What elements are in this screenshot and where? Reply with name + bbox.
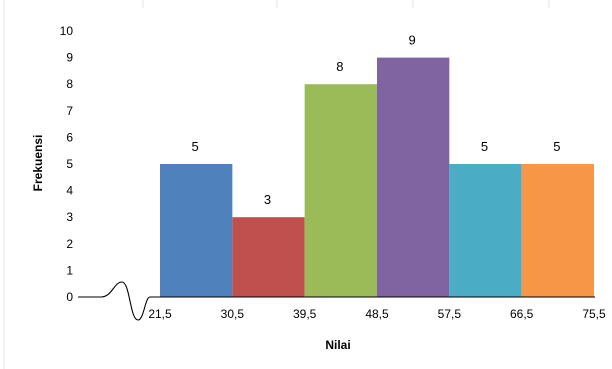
data-label: 5 (553, 139, 560, 154)
y-tick-label: 3 (66, 210, 73, 224)
y-axis-title: Frekuensi (31, 135, 45, 192)
y-tick-label: 10 (60, 24, 74, 38)
sheet-gridlines (3, 0, 550, 369)
data-labels: 5 3 8 9 5 5 (192, 33, 561, 208)
x-tick-label: 39,5 (293, 307, 317, 321)
x-axis-title: Nilai (325, 338, 350, 352)
bar (232, 217, 305, 297)
bar (304, 84, 377, 297)
bar (449, 164, 522, 297)
x-axis-ticks: 21,5 30,5 39,5 48,5 57,5 66,5 75,5 (148, 307, 606, 321)
y-tick-label: 8 (66, 77, 73, 91)
x-tick-label: 75,5 (582, 307, 606, 321)
x-tick-label: 48,5 (365, 307, 389, 321)
bar (521, 164, 594, 297)
y-tick-label: 7 (66, 104, 73, 118)
data-label: 9 (409, 33, 416, 48)
data-label: 5 (481, 139, 488, 154)
y-tick-label: 5 (66, 157, 73, 171)
y-tick-label: 2 (66, 237, 73, 251)
x-tick-label: 21,5 (148, 307, 172, 321)
data-label: 3 (264, 192, 271, 207)
y-axis-ticks: 0 1 2 3 4 5 6 7 8 9 10 (60, 24, 74, 304)
x-tick-label: 30,5 (221, 307, 245, 321)
x-axis-line (78, 281, 595, 321)
bar (377, 57, 450, 297)
bar (160, 164, 233, 297)
y-tick-label: 9 (66, 51, 73, 65)
y-tick-label: 4 (66, 184, 73, 198)
data-label: 8 (336, 59, 343, 74)
y-tick-label: 6 (66, 130, 73, 144)
data-label: 5 (192, 139, 199, 154)
bars (160, 57, 594, 297)
x-tick-label: 66,5 (510, 307, 534, 321)
y-tick-label: 0 (66, 290, 73, 304)
y-tick-label: 1 (66, 263, 73, 277)
x-tick-label: 57,5 (438, 307, 462, 321)
